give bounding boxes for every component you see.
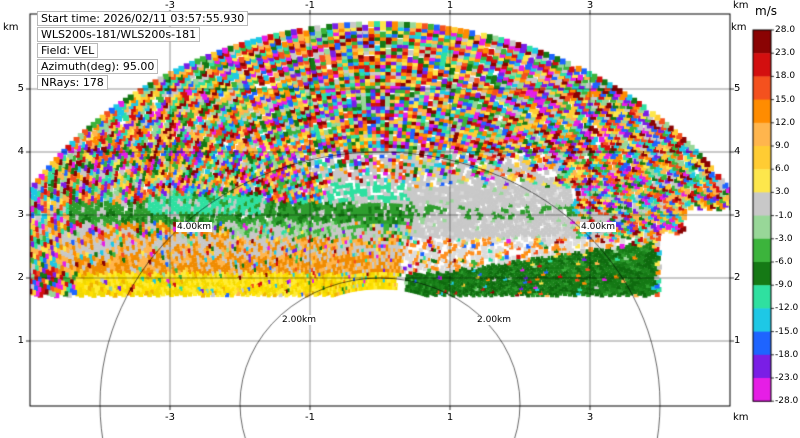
y-tick-left-1: 1 <box>17 335 24 346</box>
x-tick-bottom-1: 1 <box>446 412 454 423</box>
colorbar-tick-3.0: 3.0 <box>775 187 790 198</box>
colorbar-title: m/s <box>755 4 777 18</box>
y-tick-left-4: 4 <box>17 146 24 157</box>
x-tick-bottom-3: 3 <box>586 412 594 423</box>
azimuth-label: Azimuth(deg): 95.00 <box>37 59 159 74</box>
colorbar-tick--3.0: -3.0 <box>775 233 793 244</box>
colorbar-tick-23.0: 23.0 <box>775 48 796 59</box>
y-tick-left-5: 5 <box>17 83 24 94</box>
colorbar-tick--9.0: -9.0 <box>775 280 793 291</box>
x-tick-top-3: 3 <box>586 0 594 11</box>
y-tick-left-3: 3 <box>17 209 24 220</box>
bottom-axis-unit: km <box>733 412 749 423</box>
range-ring-label-4km-left: 4.00km <box>176 222 213 232</box>
right-axis-unit: km <box>731 22 747 33</box>
range-ring-label-2km-right: 2.00km <box>476 315 513 325</box>
x-tick-bottom--1: -1 <box>305 412 315 423</box>
colorbar-tick-15.0: 15.0 <box>775 94 796 105</box>
x-tick-bottom--3: -3 <box>165 412 175 423</box>
x-tick-top--3: -3 <box>165 0 175 11</box>
instrument-label: WLS200s-181/WLS200s-181 <box>37 27 201 42</box>
top-axis-unit: km <box>733 0 749 11</box>
colorbar-tick--15.0: -15.0 <box>775 326 799 337</box>
colorbar-tick-9.0: 9.0 <box>775 141 790 151</box>
x-tick-top--1: -1 <box>305 0 315 11</box>
field-label: Field: VEL <box>37 43 99 58</box>
colorbar-tick--28.0: -28.0 <box>775 396 799 407</box>
y-tick-right-1: 1 <box>734 335 741 346</box>
left-axis-unit: km <box>3 22 19 33</box>
colorbar-tick-28.0: 28.0 <box>775 25 796 35</box>
range-ring-label-4km-right: 4.00km <box>580 222 617 232</box>
range-ring-label-2km-left: 2.00km <box>281 315 318 325</box>
colorbar-tick--12.0: -12.0 <box>775 303 799 314</box>
colorbar-tick-18.0: 18.0 <box>775 71 796 82</box>
colorbar-tick-6.0: 6.0 <box>775 164 790 175</box>
colorbar-tick-12.0: 12.0 <box>775 117 796 128</box>
nrays-label: NRays: 178 <box>37 75 108 90</box>
y-tick-left-2: 2 <box>17 272 24 283</box>
colorbar-tick--18.0: -18.0 <box>775 349 799 360</box>
y-tick-right-5: 5 <box>734 83 741 94</box>
colorbar-tick--1.0: -1.0 <box>775 210 793 221</box>
start-time-label: Start time: 2026/02/11 03:57:55.930 <box>37 11 249 26</box>
y-tick-right-4: 4 <box>734 146 741 157</box>
colorbar-tick--23.0: -23.0 <box>775 373 799 383</box>
x-tick-top-1: 1 <box>446 0 454 11</box>
y-tick-right-3: 3 <box>734 209 741 220</box>
y-tick-right-2: 2 <box>734 272 741 283</box>
colorbar-tick--6.0: -6.0 <box>775 257 793 267</box>
